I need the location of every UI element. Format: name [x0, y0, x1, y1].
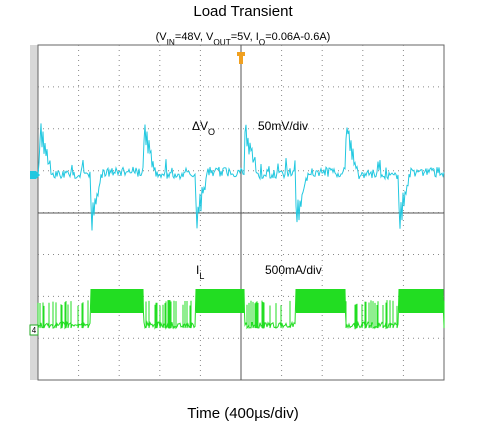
- x-axis-label: Time (400µs/div): [187, 405, 298, 422]
- text-part: I: [196, 263, 199, 277]
- text-part: =5V, I: [231, 31, 259, 43]
- subscript: O: [208, 127, 215, 137]
- subscript: IN: [167, 38, 175, 47]
- title: Load Transient: [193, 3, 293, 20]
- subscript: O: [259, 38, 266, 47]
- text-part: ΔV: [192, 119, 208, 133]
- voltage-channel-marker: [30, 171, 40, 179]
- text-part: (V: [156, 31, 168, 43]
- voltage-trace: [37, 123, 445, 231]
- subtitle: (VIN=48V, VOUT=5V, IO=0.06A-0.6A): [156, 31, 331, 47]
- text-part: =48V, V: [175, 31, 214, 43]
- trigger-marker: [237, 52, 245, 64]
- channel-number: 4: [32, 326, 37, 335]
- subscript: L: [199, 271, 204, 281]
- current-scale: 500mA/div: [265, 263, 322, 277]
- scope-margin: [30, 45, 38, 380]
- current-channel-marker: [29, 324, 39, 336]
- voltage-label: ΔVO: [192, 119, 215, 137]
- subscript: OUT: [213, 38, 230, 47]
- current-trace: [37, 288, 445, 330]
- text-part: =0.06A-0.6A): [265, 31, 330, 43]
- voltage-scale: 50mV/div: [258, 119, 308, 133]
- current-label: IL: [196, 263, 204, 281]
